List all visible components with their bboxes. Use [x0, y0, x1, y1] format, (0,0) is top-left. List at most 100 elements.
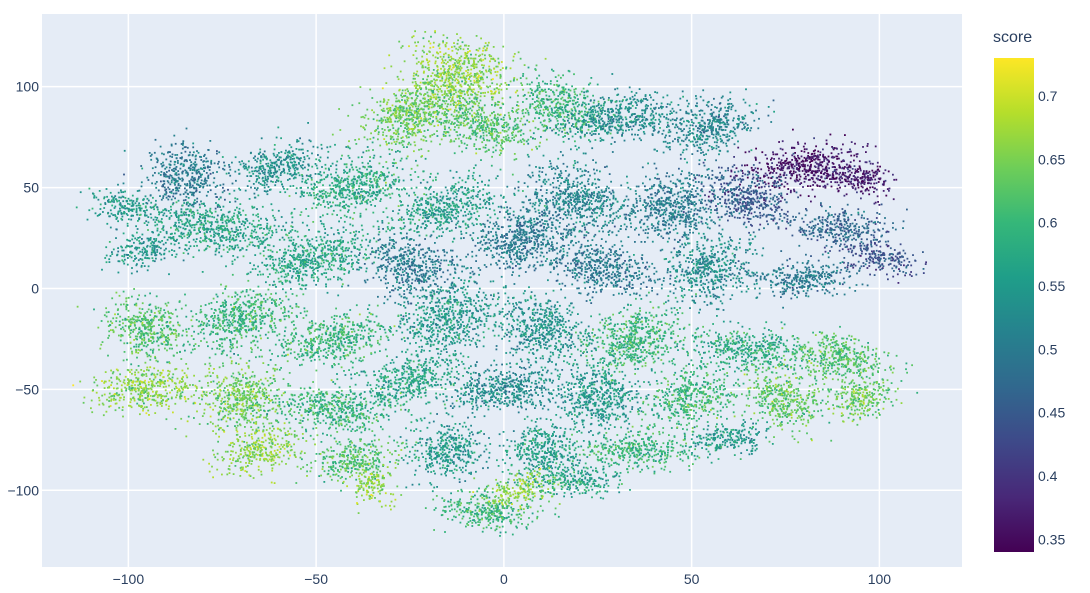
scatter-point — [864, 248, 867, 251]
scatter-point — [669, 103, 671, 106]
scatter-point — [502, 118, 505, 121]
scatter-point — [431, 121, 434, 124]
scatter-point — [679, 206, 682, 208]
scatter-point — [443, 53, 445, 56]
scatter-point — [657, 191, 659, 194]
scatter-point — [496, 65, 499, 68]
scatter-point — [467, 108, 470, 111]
scatter-point — [735, 193, 738, 196]
scatter-point — [458, 67, 461, 70]
scatter-point — [703, 121, 706, 124]
scatter-point — [430, 140, 433, 143]
scatter-point — [859, 169, 862, 172]
scatter-point — [841, 229, 844, 232]
scatter-point — [764, 202, 767, 205]
scatter-point — [712, 190, 715, 193]
scatter-point — [862, 231, 865, 234]
scatter-point — [740, 210, 743, 213]
scatter-point — [347, 114, 350, 117]
scatter-point — [398, 119, 401, 122]
scatter-point — [781, 164, 783, 166]
scatter-point — [593, 106, 596, 109]
scatter-point — [839, 271, 842, 274]
scatter-point — [597, 114, 600, 117]
scatter-point — [614, 126, 616, 129]
scatter-point — [470, 64, 473, 67]
scatter-point — [537, 100, 540, 103]
scatter-point — [872, 176, 875, 178]
scatter-point — [576, 94, 578, 97]
scatter-point — [499, 84, 501, 87]
scatter-point — [798, 170, 801, 172]
scatter-point — [492, 151, 495, 154]
scatter-point — [677, 104, 680, 106]
scatter-point — [644, 210, 647, 212]
scatter-point — [483, 45, 486, 48]
scatter-point — [449, 128, 452, 131]
scatter-point — [770, 167, 773, 170]
scatter-point — [625, 129, 627, 132]
scatter-point — [409, 128, 411, 130]
scatter-point — [678, 202, 681, 204]
scatter-point — [857, 260, 860, 263]
scatter-point — [437, 75, 439, 78]
scatter-point — [447, 74, 450, 77]
scatter-point — [435, 75, 438, 78]
scatter-point — [739, 201, 741, 204]
scatter-point — [899, 243, 902, 246]
scatter-point — [456, 62, 459, 65]
scatter-point — [882, 253, 885, 256]
scatter-point — [431, 100, 434, 103]
scatter-point — [422, 37, 425, 40]
scatter-point — [860, 238, 863, 241]
scatter-point — [511, 109, 513, 112]
scatter-point — [792, 146, 795, 149]
scatter-point — [758, 204, 761, 207]
scatter-point — [827, 173, 829, 176]
scatter-point — [742, 118, 745, 120]
scatter-point — [772, 214, 775, 217]
scatter-point — [784, 160, 786, 162]
scatter-point — [637, 129, 640, 131]
scatter-point — [755, 159, 757, 161]
scatter-point — [536, 87, 539, 89]
scatter-point — [650, 112, 653, 115]
scatter-point — [542, 89, 545, 92]
scatter-point — [566, 104, 569, 106]
scatter-point — [456, 81, 459, 84]
scatter-point — [696, 174, 698, 176]
scatter-point — [852, 247, 855, 250]
scatter-point — [557, 109, 560, 112]
scatter-point — [871, 178, 874, 181]
scatter-point — [634, 133, 636, 136]
scatter-point — [481, 53, 484, 56]
scatter-point — [561, 91, 564, 93]
scatter-point — [493, 138, 496, 140]
scatter-point — [719, 121, 722, 124]
scatter-point — [484, 42, 487, 44]
scatter-point — [436, 51, 438, 54]
scatter-point — [826, 162, 829, 165]
scatter-point — [590, 125, 593, 128]
scatter-point — [395, 162, 397, 164]
scatter-point — [785, 227, 788, 230]
scatter-point — [442, 108, 444, 110]
scatter-point — [682, 140, 685, 143]
scatter-point — [598, 116, 601, 119]
scatter-point — [776, 222, 778, 225]
scatter-point — [802, 231, 805, 233]
scatter-point — [824, 177, 827, 180]
scatter-point — [474, 96, 477, 99]
scatter-point — [444, 52, 447, 55]
scatter-point — [502, 103, 505, 106]
scatter-point — [802, 220, 805, 223]
scatter-point — [397, 99, 400, 102]
scatter-point — [380, 117, 383, 120]
scatter-point — [743, 214, 746, 216]
scatter-point — [466, 123, 468, 126]
scatter-point — [679, 153, 682, 156]
scatter-point — [663, 209, 666, 211]
scatter-point — [745, 88, 747, 91]
scatter-point — [502, 147, 504, 150]
scatter-point — [468, 101, 471, 103]
